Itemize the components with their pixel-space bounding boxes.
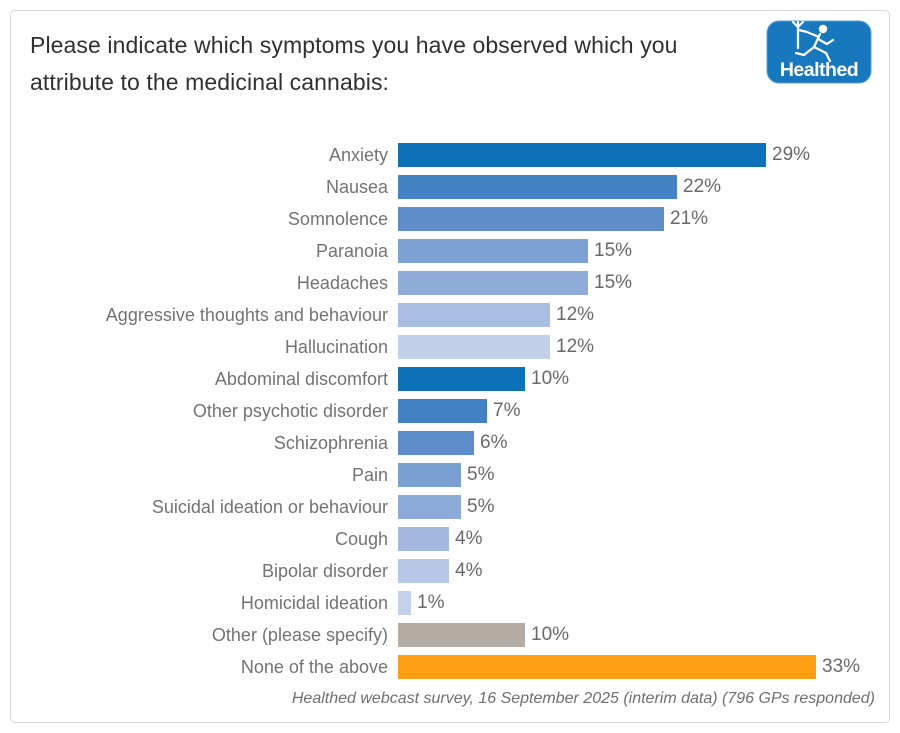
bar — [398, 623, 525, 647]
bar — [398, 399, 487, 423]
bar-row: Other psychotic disorder 7% — [11, 395, 889, 427]
value-label: 15% — [594, 272, 633, 293]
bar-row: Paranoia 15% — [11, 235, 889, 267]
bar — [398, 431, 474, 455]
bar — [398, 239, 588, 263]
category-label: Anxiety — [328, 144, 388, 165]
value-label: 10% — [531, 624, 570, 645]
category-label: Cough — [334, 528, 388, 549]
bar — [398, 463, 461, 487]
category-label: Other (please specify) — [211, 624, 388, 645]
chart-title: Please indicate which symptoms you have … — [30, 32, 678, 95]
bar-row: Pain 5% — [11, 459, 889, 491]
bar — [398, 143, 766, 167]
value-label: 4% — [455, 560, 483, 581]
bar — [398, 335, 550, 359]
value-label: 5% — [467, 464, 495, 485]
bar-row: Other (please specify) 10% — [11, 619, 889, 651]
value-label: 21% — [670, 208, 709, 229]
bar — [398, 207, 664, 231]
value-label: 29% — [772, 144, 811, 165]
category-label: Aggressive thoughts and behaviour — [105, 304, 388, 325]
bar-row: Somnolence 21% — [11, 203, 889, 235]
bar-row: Abdominal discomfort 10% — [11, 363, 889, 395]
bar-row: Bipolar disorder 4% — [11, 555, 889, 587]
category-label: Headaches — [296, 272, 388, 293]
bar — [398, 303, 550, 327]
healthed-logo: Healthed — [766, 20, 872, 84]
bar — [398, 655, 816, 679]
value-label: 10% — [531, 368, 570, 389]
category-label: Homicidal ideation — [240, 592, 388, 613]
bar — [398, 559, 449, 583]
category-label: Abdominal discomfort — [214, 368, 388, 389]
value-label: 15% — [594, 240, 633, 261]
bar — [398, 175, 677, 199]
bar-row: Nausea 22% — [11, 171, 889, 203]
bar-row: Anxiety 29% — [11, 139, 889, 171]
category-label: Schizophrenia — [273, 432, 388, 453]
category-label: Nausea — [325, 176, 388, 197]
source-caption: Healthed webcast survey, 16 September 20… — [291, 690, 875, 707]
bar-row: Headaches 15% — [11, 267, 889, 299]
bar — [398, 271, 588, 295]
category-label: Paranoia — [315, 240, 388, 261]
bar — [398, 591, 411, 615]
category-label: Bipolar disorder — [261, 560, 388, 581]
value-label: 5% — [467, 496, 495, 517]
bar — [398, 527, 449, 551]
bar-row: Cough 4% — [11, 523, 889, 555]
value-label: 33% — [822, 656, 861, 677]
category-label: Somnolence — [287, 208, 388, 229]
value-label: 7% — [493, 400, 521, 421]
category-label: Other psychotic disorder — [192, 400, 388, 421]
bar-chart: Anxiety 29% Nausea 22% Somnolence 21% Pa… — [11, 139, 889, 683]
value-label: 12% — [556, 336, 595, 357]
value-label: 22% — [683, 176, 722, 197]
chart-card: Please indicate which symptoms you have … — [10, 10, 890, 723]
bar-row: Homicidal ideation 1% — [11, 587, 889, 619]
category-label: Hallucination — [284, 336, 388, 357]
bar-row: Hallucination 12% — [11, 331, 889, 363]
value-label: 12% — [556, 304, 595, 325]
value-label: 6% — [480, 432, 508, 453]
logo-background — [766, 20, 872, 84]
bar-row: Aggressive thoughts and behaviour 12% — [11, 299, 889, 331]
bar — [398, 495, 461, 519]
bar — [398, 367, 525, 391]
category-label: Suicidal ideation or behaviour — [151, 496, 388, 517]
value-label: 4% — [455, 528, 483, 549]
runner-caduceus-icon — [791, 20, 835, 63]
logo-wordmark: Healthed — [780, 59, 858, 81]
category-label: None of the above — [240, 656, 388, 677]
bar-row: Schizophrenia 6% — [11, 427, 889, 459]
bar-row: Suicidal ideation or behaviour 5% — [11, 491, 889, 523]
value-label: 1% — [417, 592, 445, 613]
category-label: Pain — [351, 464, 388, 485]
bar-row: None of the above 33% — [11, 651, 889, 683]
